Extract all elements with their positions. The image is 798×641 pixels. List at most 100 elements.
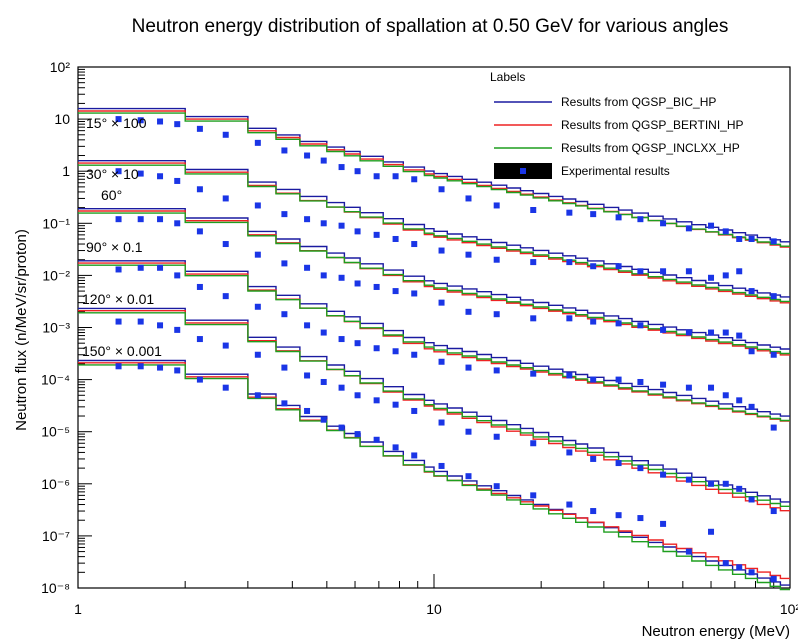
y-tick-label: 10⁻⁵ — [41, 424, 70, 440]
exp-point-group-0 — [660, 220, 667, 227]
exp-point-group-3 — [254, 303, 261, 310]
exp-point-group-0 — [615, 214, 622, 221]
exp-point-group-4 — [465, 428, 472, 435]
exp-point-group-1 — [770, 293, 777, 300]
legend-entry-label: Results from QGSP_INCLXX_HP — [561, 141, 740, 155]
exp-point-group-4 — [304, 372, 311, 379]
exp-point-group-5 — [493, 483, 500, 490]
exp-point-group-4 — [660, 471, 667, 478]
exp-point-group-4 — [222, 342, 229, 349]
exp-point-group-5 — [115, 363, 122, 370]
experimental-markers — [115, 116, 777, 582]
exp-point-group-5 — [320, 416, 327, 423]
exp-point-group-5 — [722, 560, 729, 567]
exp-point-group-4 — [157, 322, 164, 329]
exp-point-group-1 — [722, 272, 729, 279]
exp-point-group-1 — [174, 177, 181, 184]
exp-point-group-2 — [615, 320, 622, 327]
exp-point-group-1 — [465, 251, 472, 258]
exp-point-group-0 — [438, 186, 445, 193]
exp-point-group-1 — [748, 288, 755, 295]
exp-point-group-2 — [465, 308, 472, 315]
series-layer — [78, 107, 790, 591]
exp-point-group-2 — [174, 220, 181, 227]
group-label-5: 150° × 0.001 — [82, 343, 162, 359]
exp-point-group-1 — [137, 170, 144, 177]
series-bic-group-2 — [78, 208, 790, 350]
exp-point-group-2 — [685, 329, 692, 336]
exp-point-group-0 — [115, 116, 122, 123]
exp-point-group-3 — [748, 403, 755, 410]
exp-point-group-4 — [493, 433, 500, 440]
exp-point-group-3 — [157, 264, 164, 271]
exp-point-group-1 — [115, 168, 122, 175]
exp-point-group-3 — [222, 293, 229, 300]
exp-point-group-5 — [660, 520, 667, 527]
exp-point-group-2 — [137, 216, 144, 223]
exp-point-group-0 — [354, 168, 361, 175]
exp-point-group-3 — [338, 336, 345, 343]
exp-point-group-3 — [438, 358, 445, 365]
exp-point-group-3 — [320, 329, 327, 336]
y-tick-label: 10⁻⁴ — [41, 372, 70, 388]
exp-point-group-3 — [304, 322, 311, 329]
exp-point-group-3 — [770, 424, 777, 431]
exp-point-group-2 — [411, 290, 418, 297]
legend-title: Labels — [490, 70, 525, 84]
series-inclxx-group-1 — [78, 164, 790, 303]
exp-point-group-1 — [304, 216, 311, 223]
group-label-2: 60° — [101, 187, 122, 203]
exp-point-group-3 — [685, 384, 692, 391]
exp-point-group-5 — [736, 564, 743, 571]
exp-point-group-0 — [222, 131, 229, 138]
legend: Labels Results from QGSP_BIC_HP Results f… — [490, 70, 744, 179]
exp-point-group-1 — [222, 195, 229, 202]
exp-point-group-1 — [685, 268, 692, 275]
exp-point-group-0 — [196, 125, 203, 132]
exp-point-group-2 — [722, 329, 729, 336]
exp-point-group-5 — [566, 501, 573, 508]
series-inclxx-group-0 — [78, 112, 790, 247]
x-tick-label: 10 — [426, 601, 442, 617]
exp-point-group-2 — [281, 260, 288, 267]
exp-point-group-4 — [530, 440, 537, 447]
exp-point-group-5 — [748, 569, 755, 576]
exp-point-group-4 — [722, 480, 729, 487]
series-inclxx-group-5 — [78, 364, 790, 591]
exp-point-group-3 — [392, 348, 399, 355]
exp-point-group-2 — [438, 299, 445, 306]
exp-point-group-4 — [281, 364, 288, 371]
exp-point-group-2 — [590, 318, 597, 325]
y-tick-label: 10⁻⁶ — [41, 476, 70, 492]
y-tick-label: 10⁻⁷ — [42, 528, 70, 544]
exp-point-group-2 — [320, 272, 327, 279]
series-bic-group-3 — [78, 260, 790, 417]
exp-point-group-4 — [685, 476, 692, 483]
exp-point-group-2 — [566, 315, 573, 322]
exp-point-group-1 — [157, 173, 164, 180]
exp-point-group-2 — [222, 241, 229, 248]
exp-point-group-1 — [338, 222, 345, 229]
exp-point-group-4 — [736, 485, 743, 492]
x-tick-label: 10² — [780, 601, 798, 617]
exp-point-group-1 — [708, 274, 715, 281]
exp-point-group-3 — [281, 311, 288, 318]
y-axis-title: Neutron flux (n/MeV/sr/proton) — [13, 229, 30, 431]
x-axis-title: Neutron energy (MeV) — [642, 623, 790, 640]
exp-point-group-0 — [493, 202, 500, 209]
exp-point-group-1 — [196, 186, 203, 193]
exp-point-group-2 — [637, 322, 644, 329]
legend-entry-label: Results from QGSP_BIC_HP — [561, 95, 716, 109]
exp-point-group-0 — [566, 209, 573, 216]
exp-point-group-2 — [254, 251, 261, 258]
exp-point-group-3 — [196, 283, 203, 290]
exp-point-group-4 — [392, 401, 399, 408]
exp-point-group-0 — [685, 225, 692, 232]
exp-point-group-1 — [660, 268, 667, 275]
series-inclxx-group-3 — [78, 264, 790, 422]
exp-point-group-0 — [320, 157, 327, 164]
series-bic-group-4 — [78, 307, 790, 503]
exp-point-group-5 — [615, 512, 622, 519]
exp-point-group-2 — [708, 329, 715, 336]
exp-point-group-0 — [590, 211, 597, 218]
